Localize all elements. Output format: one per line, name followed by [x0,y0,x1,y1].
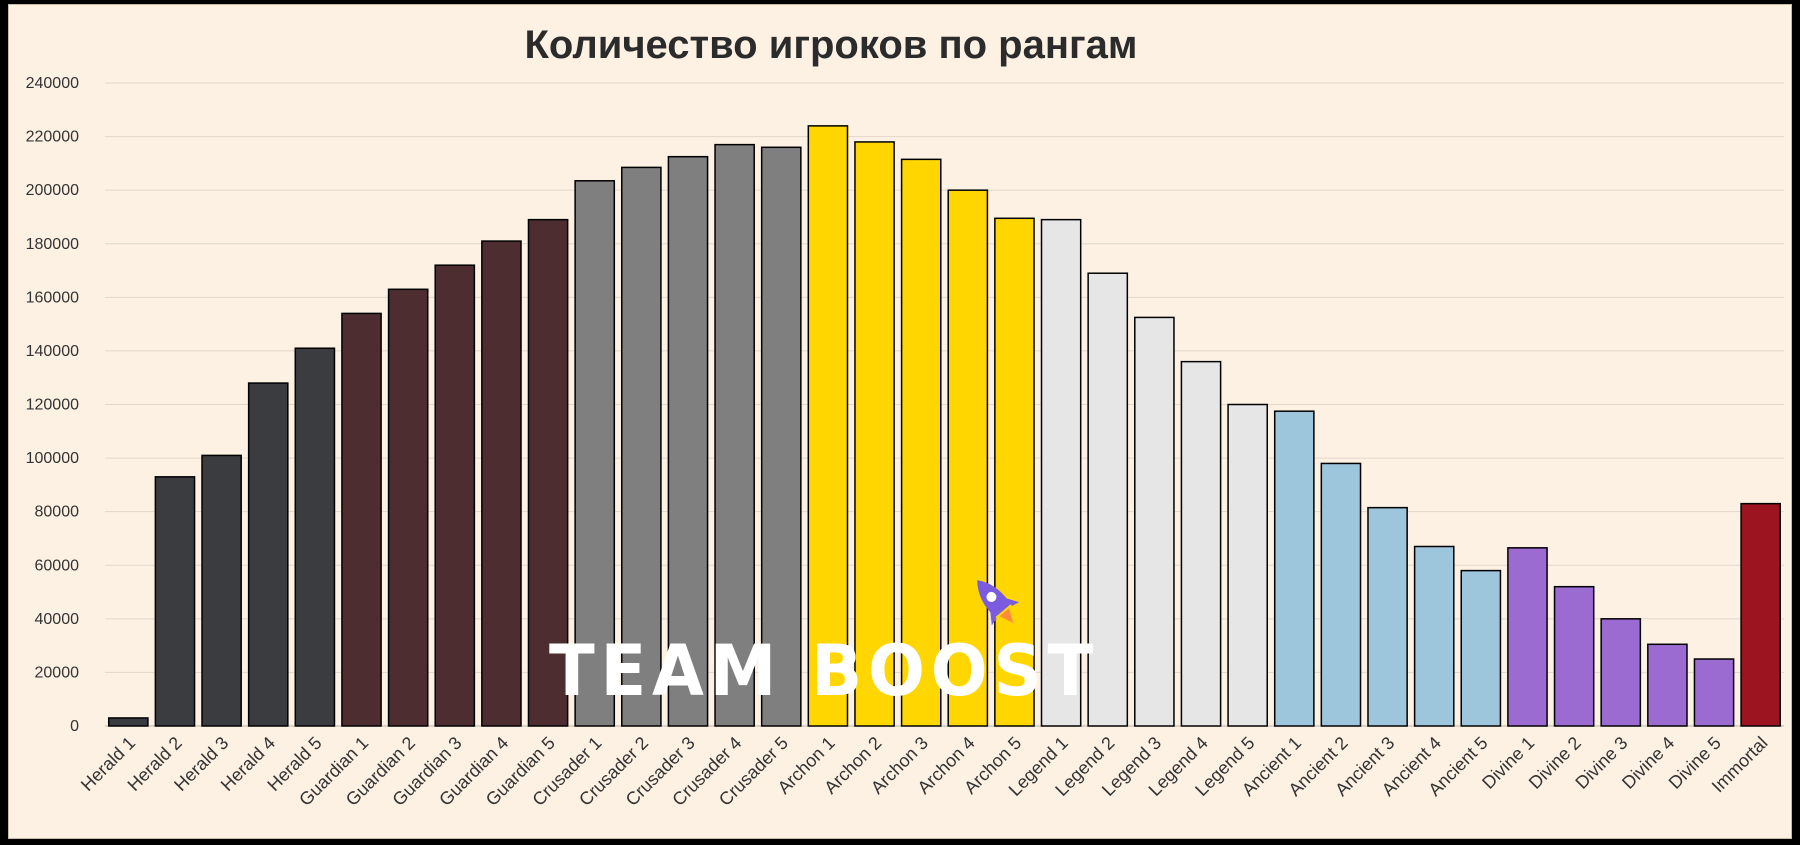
bar-archon-2 [854,141,895,727]
y-tick-label: 40000 [35,611,80,628]
y-tick-label: 180000 [26,236,79,253]
bar-archon-4 [947,189,989,727]
bar-legend-2 [1087,272,1129,727]
bar-herald-4 [247,382,289,727]
bar-guardian-4 [481,240,522,727]
bar-crusader-3 [667,155,709,727]
watermark-text: TEAM BOOST [549,630,1099,712]
bar-archon-5 [994,217,1035,727]
watermark: TEAM BOOST [549,580,1099,712]
bars [107,125,1782,727]
chart-title: Количество игроков по рангам [524,23,1138,67]
bar-herald-3 [201,454,242,727]
y-tick-label: 200000 [26,182,79,199]
bar-divine-5 [1693,658,1735,727]
y-tick-label: 240000 [26,75,79,92]
bar-crusader-5 [760,146,802,727]
y-tick-label: 160000 [26,289,79,306]
y-tick-label: 220000 [26,129,79,146]
bar-ancient-5 [1460,569,1502,727]
bar-guardian-3 [434,264,476,727]
y-tick-label: 100000 [26,450,79,467]
bar-ancient-1 [1273,410,1315,727]
rocket-icon [977,580,1020,626]
bar-crusader-4 [714,143,755,727]
y-axis: 0 20000 40000 60000 80000 100000 120000 140000 1… [26,75,79,735]
bar-crusader-1 [574,180,616,727]
bar-guardian-2 [387,288,429,727]
bar-herald-5 [294,347,336,727]
bar-legend-3 [1134,316,1175,727]
bar-archon-3 [900,158,942,727]
y-tick-label: 120000 [26,397,79,414]
bar-guardian-5 [527,218,569,727]
bar-immortal [1740,502,1782,727]
y-tick-label: 80000 [35,504,80,521]
bar-guardian-1 [341,312,382,727]
y-tick-label: 0 [70,718,79,735]
bar-divine-3 [1600,618,1642,727]
bar-legend-1 [1040,218,1082,727]
bar-chart: 0 20000 40000 60000 80000 100000 120000 140000 1… [26,75,1784,810]
bar-legend-4 [1180,360,1222,727]
bar-divine-2 [1553,585,1595,727]
bar-ancient-2 [1320,462,1362,727]
bar-legend-5 [1227,403,1268,727]
chart-frame: Количество игроков по рангам 0 20000 40000… [8,4,1792,839]
y-tick-label: 140000 [26,343,79,360]
bar-ancient-3 [1367,506,1408,727]
bar-herald-1 [107,717,149,727]
bar-divine-4 [1647,643,1688,727]
bar-herald-2 [154,476,196,727]
bar-ancient-4 [1413,545,1455,727]
y-tick-label: 60000 [35,557,80,574]
gridlines [105,82,1784,727]
bar-archon-1 [807,125,849,727]
bar-divine-1 [1507,547,1548,727]
y-tick-label: 20000 [35,664,80,681]
bar-crusader-2 [621,166,662,727]
